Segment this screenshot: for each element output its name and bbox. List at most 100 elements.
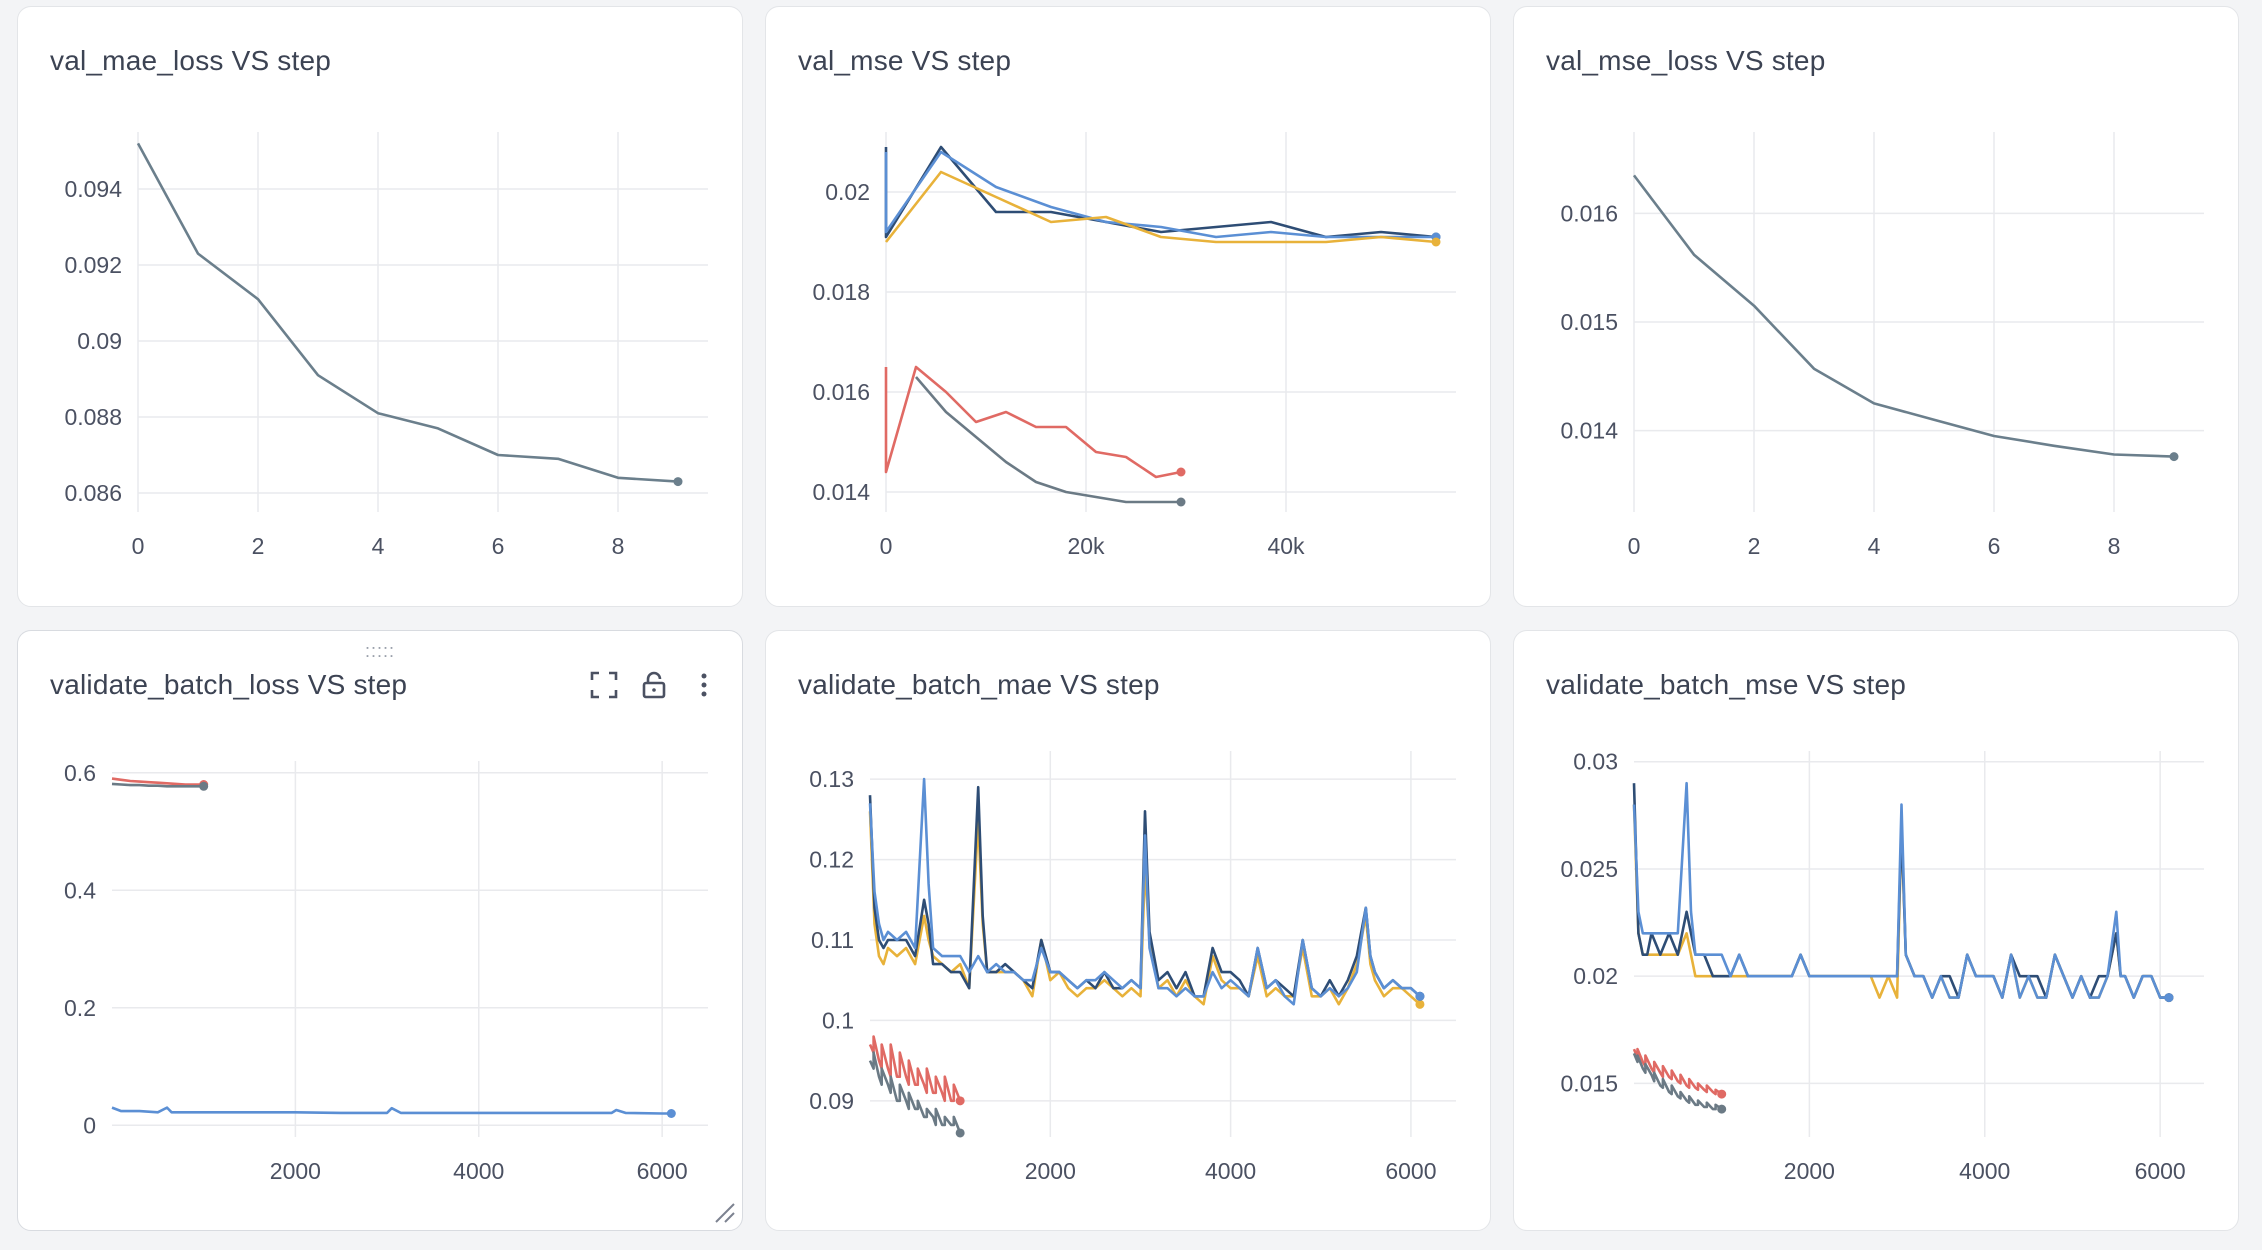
series-end-point-3 bbox=[1176, 467, 1186, 477]
series-line-4 bbox=[915, 376, 1181, 504]
series-end-point-3 bbox=[955, 1096, 965, 1106]
y-tick-label: 0.2 bbox=[64, 995, 96, 1021]
series-end-point-1 bbox=[199, 781, 209, 791]
series-line-3 bbox=[868, 1035, 962, 1103]
series-line-0 bbox=[1632, 174, 2175, 458]
y-tick-label: 0.11 bbox=[811, 927, 854, 953]
series-line-2 bbox=[868, 777, 1421, 1006]
x-tick-label: 0 bbox=[880, 533, 893, 559]
x-tick-label: 0 bbox=[132, 533, 145, 559]
gridlines bbox=[870, 751, 1456, 1137]
series-line-0 bbox=[111, 777, 204, 786]
x-tick-label: 6 bbox=[492, 533, 505, 559]
chart-title: validate_batch_mae VS step bbox=[798, 669, 1160, 700]
y-tick-label: 0.088 bbox=[64, 404, 122, 430]
y-tick-label: 0.1 bbox=[822, 1007, 854, 1033]
chart-title: val_mae_loss VS step bbox=[50, 45, 332, 76]
y-tick-label: 0.13 bbox=[809, 766, 854, 792]
x-tick-label: 4 bbox=[1868, 533, 1881, 559]
series-end-point-4 bbox=[955, 1128, 965, 1138]
series-line-2 bbox=[1632, 781, 2169, 999]
y-tick-label: 0.015 bbox=[1560, 1070, 1618, 1096]
x-tick-label: 4 bbox=[372, 533, 385, 559]
x-tick-label: 6000 bbox=[637, 1158, 688, 1184]
gridlines bbox=[1633, 132, 2204, 512]
x-tick-label: 2000 bbox=[1025, 1158, 1076, 1184]
x-tick-label: 6 bbox=[1988, 533, 2001, 559]
gridlines bbox=[137, 132, 708, 512]
series-end-point-3 bbox=[1717, 1089, 1727, 1099]
drag-handle-icon[interactable]: ::::: bbox=[364, 641, 396, 661]
y-tick-label: 0.014 bbox=[812, 479, 870, 505]
series-line-3 bbox=[884, 365, 1182, 479]
series-line-3 bbox=[1632, 1047, 1723, 1096]
series-end-point-2 bbox=[1431, 237, 1441, 247]
chart-panel-validate-batch-mae: validate_batch_mae VS step 2000 4000 6000 0… bbox=[765, 630, 1491, 1231]
resize-handle-icon[interactable] bbox=[708, 1196, 738, 1226]
chart-svg-0: 0 2 4 6 8 0.086 0.088 0.09 0.092 0.094 bbox=[64, 132, 708, 559]
series-end-point-2 bbox=[2164, 993, 2174, 1003]
series-line-1 bbox=[111, 782, 204, 788]
y-tick-label: 0.015 bbox=[1560, 309, 1618, 335]
series-end-point-0 bbox=[673, 477, 683, 487]
y-tick-label: 0.094 bbox=[64, 176, 122, 202]
y-tick-label: 0 bbox=[83, 1112, 96, 1138]
series-end-point-4 bbox=[1176, 497, 1186, 507]
series-line-0 bbox=[136, 142, 679, 483]
x-tick-label: 40k bbox=[1267, 533, 1305, 559]
series-line-2 bbox=[884, 170, 1437, 244]
series-line-1 bbox=[884, 150, 1436, 239]
y-tick-label: 0.025 bbox=[1560, 856, 1618, 882]
y-tick-label: 0.09 bbox=[809, 1088, 854, 1114]
x-tick-label: 6000 bbox=[1385, 1158, 1436, 1184]
x-tick-label: 8 bbox=[2108, 533, 2121, 559]
y-tick-label: 0.086 bbox=[64, 480, 122, 506]
series-line-4 bbox=[1632, 1052, 1723, 1111]
y-tick-label: 0.092 bbox=[64, 252, 122, 278]
chart-svg-5: 2000 4000 6000 0.015 0.02 0.025 0.03 bbox=[1560, 749, 2204, 1184]
series-end-point-0 bbox=[1415, 999, 1425, 1009]
y-tick-label: 0.016 bbox=[1560, 200, 1618, 226]
unlock-icon[interactable] bbox=[636, 667, 672, 703]
x-tick-label: 0 bbox=[1628, 533, 1641, 559]
x-tick-label: 2000 bbox=[1784, 1158, 1835, 1184]
chart-title: val_mse VS step bbox=[798, 45, 1012, 76]
x-tick-label: 4000 bbox=[1959, 1158, 2010, 1184]
more-options-icon[interactable] bbox=[686, 667, 722, 703]
series-end-point-4 bbox=[1717, 1104, 1727, 1114]
y-tick-label: 0.016 bbox=[812, 379, 870, 405]
x-tick-label: 2000 bbox=[270, 1158, 321, 1184]
x-tick-label: 4000 bbox=[453, 1158, 504, 1184]
chart-panel-validate-batch-mse: validate_batch_mse VS step 2000 4000 6000 0… bbox=[1513, 630, 2239, 1231]
y-tick-label: 0.12 bbox=[809, 847, 854, 873]
y-tick-label: 0.014 bbox=[1560, 418, 1618, 444]
series-line-2 bbox=[111, 1106, 672, 1115]
chart-title: validate_batch_loss VS step bbox=[50, 669, 408, 700]
x-tick-label: 20k bbox=[1067, 533, 1105, 559]
y-tick-label: 0.02 bbox=[1573, 963, 1618, 989]
chart-panel-val-mae-loss: val_mae_loss VS step 0 2 4 6 8 0.086 0.088 0.09… bbox=[17, 6, 743, 607]
x-tick-label: 2 bbox=[1748, 533, 1761, 559]
chart-panel-val-mse: val_mse VS step 0 20k 40k 0.014 0.016 0.018 0.… bbox=[765, 6, 1491, 607]
chart-svg-2: 0 2 4 6 8 0.014 0.015 0.016 bbox=[1560, 132, 2204, 559]
x-tick-label: 2 bbox=[252, 533, 265, 559]
panel-toolbar bbox=[586, 667, 722, 703]
chart-svg-4: 2000 4000 6000 0.09 0.1 0.11 0.12 0.13 bbox=[809, 751, 1456, 1184]
chart-panel-val-mse-loss: val_mse_loss VS step 0 2 4 6 8 0.014 0.015 0.01… bbox=[1513, 6, 2239, 607]
x-tick-label: 8 bbox=[612, 533, 625, 559]
fullscreen-icon[interactable] bbox=[586, 667, 622, 703]
y-tick-label: 0.09 bbox=[77, 328, 122, 354]
y-tick-label: 0.4 bbox=[64, 877, 96, 903]
chart-panel-validate-batch-loss[interactable]: ::::: validate_batch_loss VS step 2000 40… bbox=[17, 630, 743, 1231]
gridlines bbox=[112, 761, 708, 1137]
chart-title: validate_batch_mse VS step bbox=[1546, 669, 1907, 700]
y-tick-label: 0.02 bbox=[825, 179, 870, 205]
x-tick-label: 6000 bbox=[2135, 1158, 2186, 1184]
series-end-point-2 bbox=[1415, 991, 1425, 1001]
y-tick-label: 0.6 bbox=[64, 760, 96, 786]
chart-svg-1: 0 20k 40k 0.014 0.016 0.018 0.02 bbox=[812, 132, 1456, 559]
series-end-point-2 bbox=[666, 1109, 676, 1118]
y-tick-label: 0.018 bbox=[812, 279, 870, 305]
series-end-point-0 bbox=[2169, 452, 2179, 462]
x-tick-label: 4000 bbox=[1205, 1158, 1256, 1184]
